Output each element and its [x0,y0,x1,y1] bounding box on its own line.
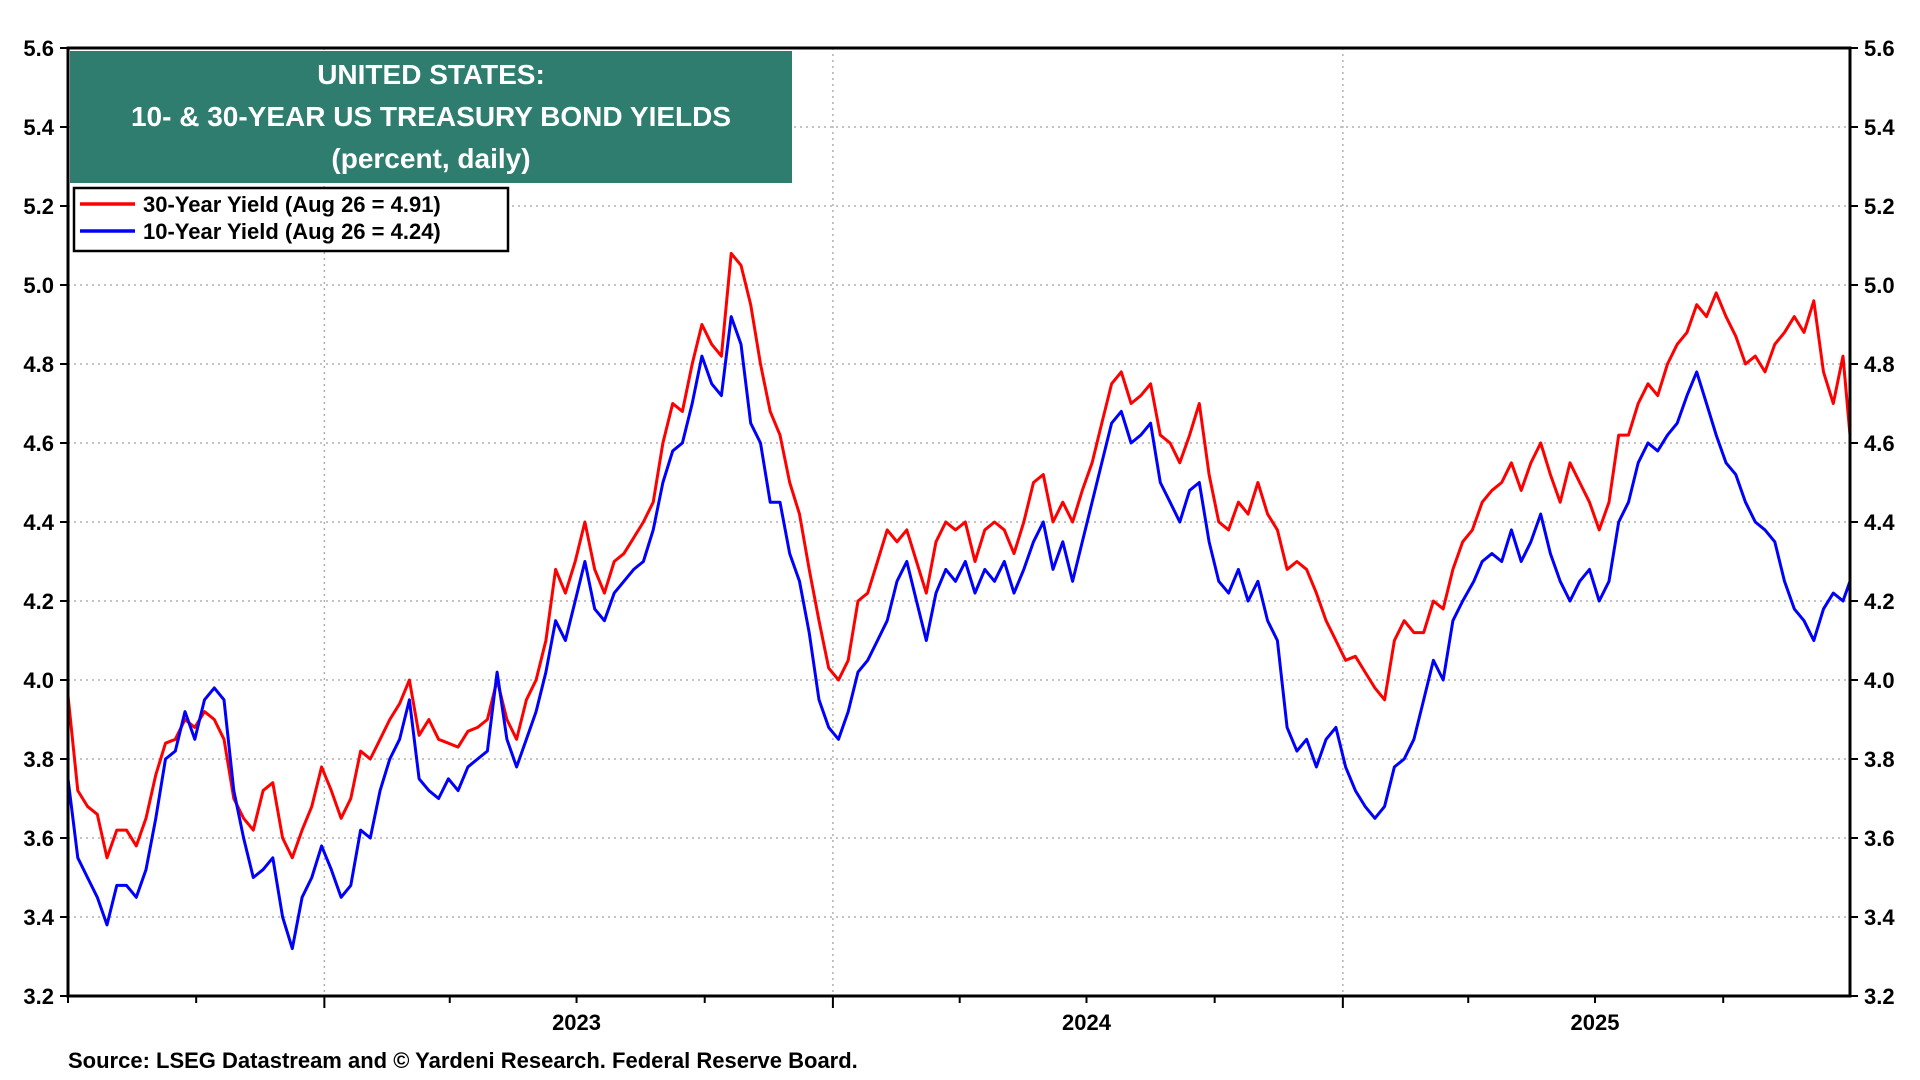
legend-box [72,186,510,253]
y-tick-label-right: 4.2 [1864,589,1895,614]
series-line-10y [66,315,1852,951]
y-tick-label-left: 5.2 [23,194,54,219]
y-tick-label-left: 4.0 [23,668,54,693]
y-tick-label-right: 3.2 [1864,984,1895,1009]
y-tick-label-right: 5.2 [1864,194,1895,219]
legend-label-30y: 30-Year Yield (Aug 26 = 4.91) [143,192,441,217]
y-tick-label-right: 4.4 [1864,510,1895,535]
y-tick-label-left: 5.6 [23,36,54,61]
x-tick-label: 2024 [1062,1010,1112,1035]
y-tick-label-right: 4.0 [1864,668,1895,693]
y-tick-label-right: 5.0 [1864,273,1895,298]
y-tick-label-right: 3.4 [1864,905,1895,930]
y-tick-label-left: 4.8 [23,352,54,377]
x-tick-label: 2023 [552,1010,601,1035]
y-tick-label-left: 4.2 [23,589,54,614]
y-tick-label-left: 3.6 [23,826,54,851]
axis-layer: 3.2 3.2 3.4 3.4 3.6 3.6 3.8 3.8 4.0 4.0 4.2 4.2 4.4 4… [23,36,1895,1035]
series-line-30y [66,251,1852,860]
x-tick-label: 2025 [1571,1010,1620,1035]
legend: 30-Year Yield (Aug 26 = 4.91) 10-Year Yi… [72,186,510,253]
y-tick-label-left: 3.4 [23,905,54,930]
y-tick-label-right: 3.6 [1864,826,1895,851]
chart-title-line-1: UNITED STATES: [317,59,545,90]
y-tick-label-left: 4.6 [23,431,54,456]
y-tick-label-left: 3.2 [23,984,54,1009]
chart-title-box: UNITED STATES: 10- & 30-YEAR US TREASURY… [70,51,792,183]
series-layer [66,251,1852,951]
grid-layer [68,48,1850,996]
y-tick-label-right: 4.8 [1864,352,1895,377]
title-background [70,51,792,183]
y-tick-label-left: 4.4 [23,510,54,535]
chart-title-line-2: 10- & 30-YEAR US TREASURY BOND YIELDS [131,101,731,132]
y-tick-label-right: 5.6 [1864,36,1895,61]
chart-subtitle: (percent, daily) [331,143,530,174]
y-tick-label-right: 3.8 [1864,747,1895,772]
y-tick-label-left: 5.0 [23,273,54,298]
legend-label-10y: 10-Year Yield (Aug 26 = 4.24) [143,219,441,244]
y-tick-label-left: 5.4 [23,115,54,140]
source-note: Source: LSEG Datastream and © Yardeni Re… [68,1048,858,1073]
y-tick-label-left: 3.8 [23,747,54,772]
y-tick-label-right: 5.4 [1864,115,1895,140]
y-tick-label-right: 4.6 [1864,431,1895,456]
